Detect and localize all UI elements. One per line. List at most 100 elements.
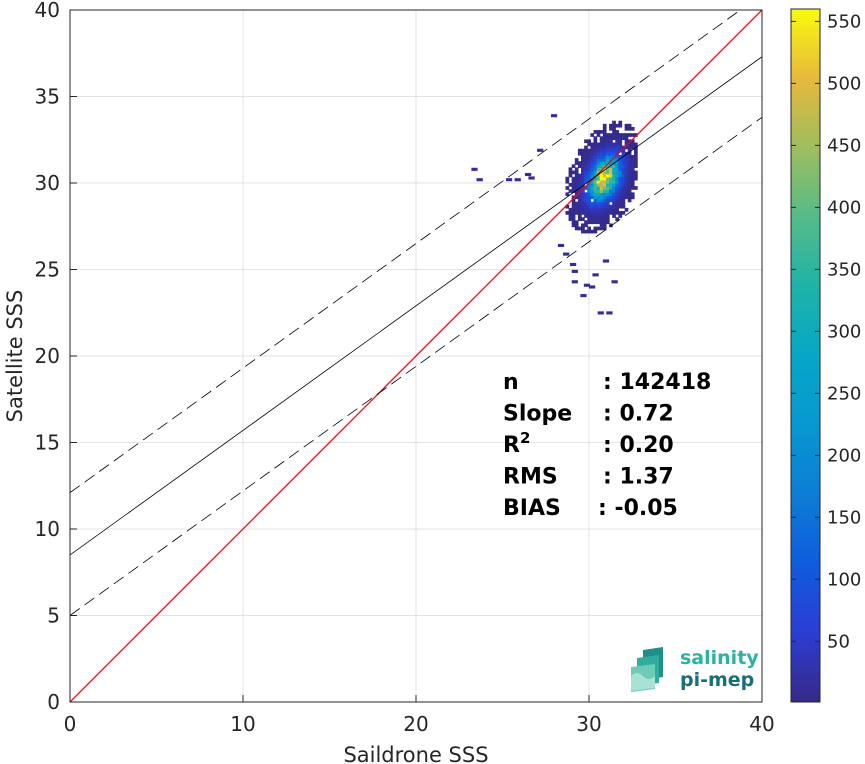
fit-lines [70,10,762,702]
heat-cell [602,145,607,150]
heat-cell [618,139,623,144]
heat-cell [621,173,626,178]
heat-cell [627,161,632,165]
heat-cell [597,311,604,315]
heat-cell [584,207,588,212]
heat-cell [605,214,610,218]
heat-cell [633,164,638,169]
heat-cell [590,207,595,212]
heat-cell [612,145,616,150]
heat-cell [605,136,610,141]
heat-cell [596,211,601,215]
heat-cell [577,217,582,221]
heat-cell [602,142,607,147]
heat-cell [609,192,613,197]
heat-cell [609,186,613,190]
heat-cell [627,145,632,150]
heat-cell [618,161,623,165]
heat-cell [574,161,579,165]
heat-cell [605,192,610,197]
heat-cell [615,207,620,212]
heat-cell [627,176,632,181]
heat-cell [584,139,588,144]
heat-cell [587,207,591,212]
heat-cell [612,158,616,162]
heat-cell [590,158,595,162]
heat-cell [577,176,582,181]
heat-cell [599,198,604,203]
heat-cell [596,186,601,190]
heat-cell [565,211,570,215]
heat-cell [627,186,632,190]
regression-line [70,56,762,556]
heat-cell [593,154,598,159]
heat-cell [599,201,604,206]
heat-cell [571,179,576,184]
heat-cell [602,154,607,159]
heat-cell [615,186,620,190]
heat-cell [602,164,607,169]
heat-cell [577,211,582,215]
heat-cell [574,223,579,228]
heat-cell [590,201,595,206]
heat-cell [630,158,635,162]
heat-cell [612,192,616,197]
heat-cell [571,214,576,218]
heat-cell [599,189,604,193]
heat-cell [609,189,613,193]
heat-cell [574,167,579,172]
heat-cell [574,204,579,209]
heat-cell [602,170,607,175]
heat-cell [593,195,598,200]
heat-cell [599,179,604,184]
heat-cell [581,164,585,169]
heat-cell [581,201,585,206]
heat-cell [524,172,532,177]
heat-cell [593,161,598,165]
heat-cell [609,211,613,215]
heat-cell [571,280,578,284]
heat-cell [609,167,613,172]
heat-cell [618,167,623,172]
colorbar-tick-label: 300 [827,321,861,342]
heat-cell [590,186,595,190]
heat-cell [618,204,623,209]
heat-cell [596,195,601,200]
y-tick-label: 25 [35,258,60,282]
heat-cell [612,201,616,206]
heat-cell [590,154,595,159]
heat-cell [590,217,595,221]
heat-cell [618,136,623,141]
heat-cell [630,161,635,165]
heat-cell [584,214,588,218]
heat-cell [630,167,635,172]
heat-cell [615,142,620,147]
heat-cell [627,167,632,172]
heat-cell [602,151,607,156]
bound-line-dashed [70,116,762,616]
heat-cell [587,176,591,181]
heat-cell [593,220,598,225]
heat-cell [624,167,629,172]
heat-cell [621,183,626,187]
heat-cell [621,189,626,193]
heat-cell [574,158,579,162]
heat-cell [624,133,629,137]
heat-cell [571,223,576,228]
heat-cell [605,207,610,212]
heat-cell [630,173,635,178]
heat-cell [615,167,620,172]
heat-cell [615,161,620,165]
heat-cell [627,195,632,200]
stat-value: : -0.05 [598,496,678,521]
heat-cell [612,183,616,187]
heat-cell [587,148,591,153]
heat-cell [615,133,620,137]
heat-cell [624,195,629,200]
heat-cell [624,176,629,181]
x-tick-label: 30 [576,712,601,736]
heat-cell [612,186,616,190]
heat-cell [624,161,629,165]
heat-cell [587,158,591,162]
heat-cell [602,195,607,200]
